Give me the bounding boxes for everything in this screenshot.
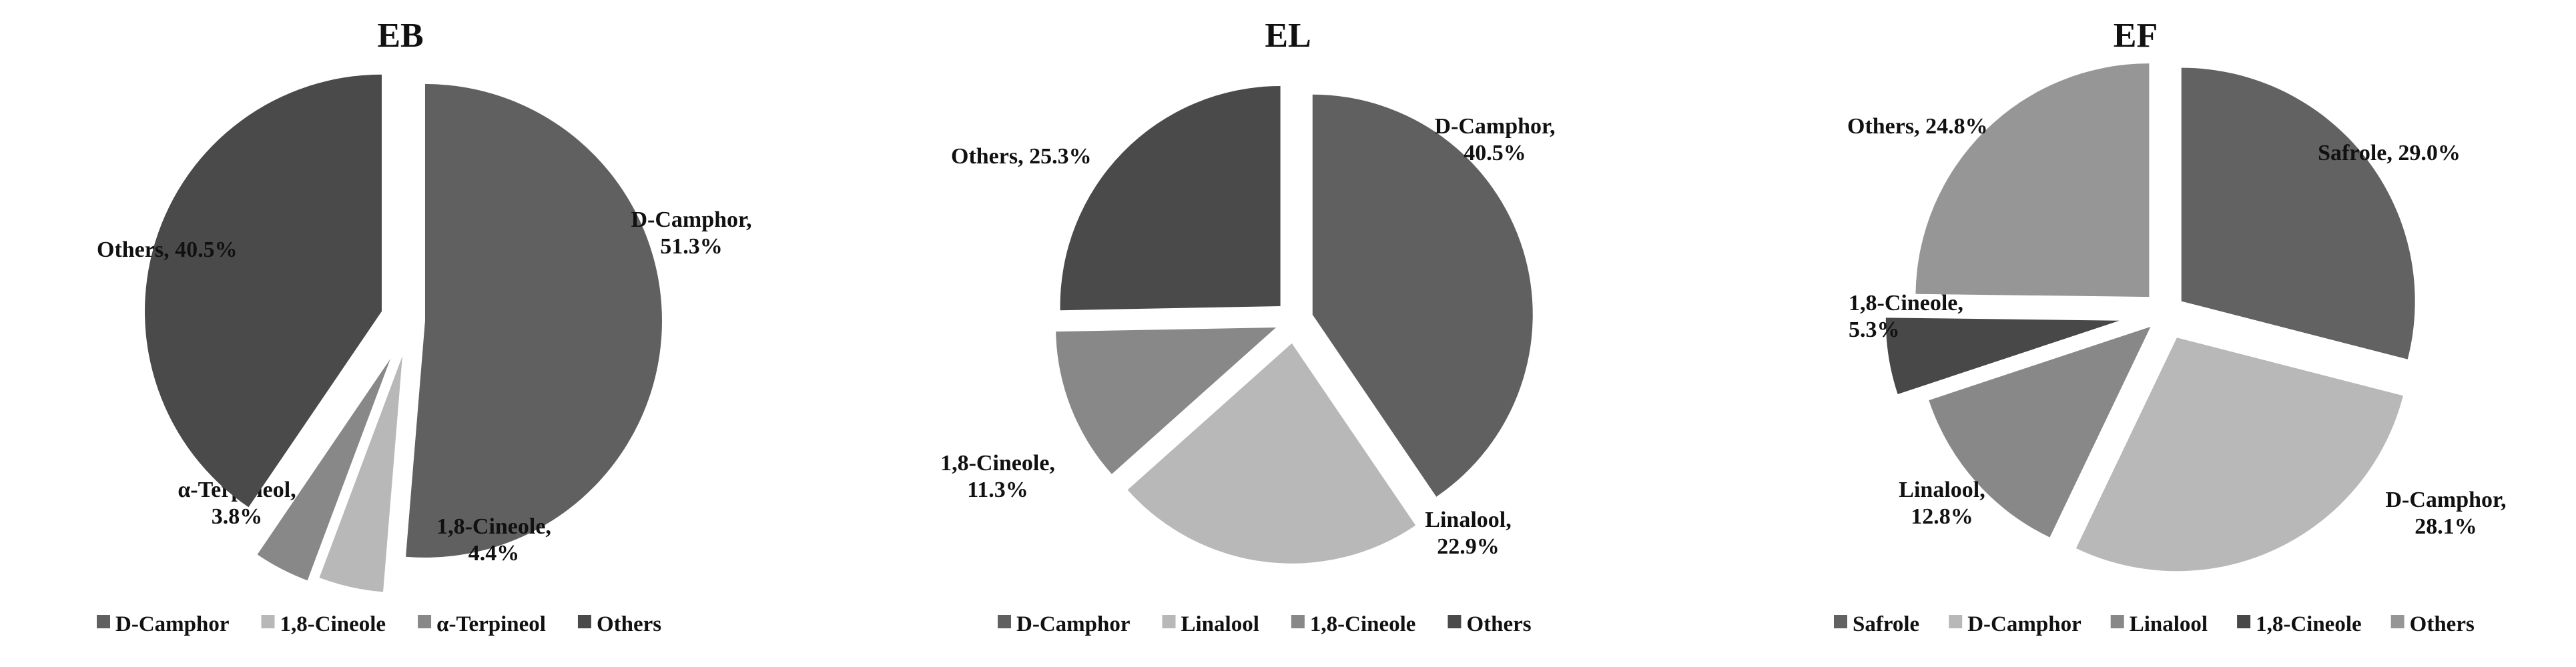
legend-swatch: [1834, 615, 1847, 628]
pie-slice-d-camphor: [406, 83, 662, 558]
legend-item-d-camphor: D-Camphor: [1949, 612, 2081, 636]
pie-slice-linalool: [1127, 343, 1416, 564]
legend-swatch: [261, 615, 275, 628]
pie-chart-el: EL D-Camphor, 40.5% Linalool, 22.9% 1,8-Cineo…: [940, 17, 1555, 636]
pie-chart-ef: EF Safrole, 29.0% D-Camphor, 28.1% Linalool,…: [1834, 17, 2507, 636]
slice-label-1-8-cineole: 1,8-Cineole, 11.3%: [940, 451, 1055, 502]
legend-label: Safrole: [1853, 612, 1919, 636]
legend: D-Camphor Linalool 1,8-Cineole Others: [998, 612, 1532, 636]
legend-swatch: [577, 615, 591, 628]
legend: D-Camphor 1,8-Cineole α-Terpineol Others: [97, 612, 661, 636]
legend-label: D-Camphor: [1967, 612, 2081, 636]
legend-item-d-camphor: D-Camphor: [97, 612, 230, 636]
legend-item-linalool: Linalool: [1162, 612, 1259, 636]
pie-slice-1-8-cineole: [319, 356, 403, 592]
slice-label-d-camphor: D-Camphor, 51.3%: [631, 207, 751, 259]
slice-label-d-camphor: D-Camphor, 40.5%: [1434, 114, 1555, 165]
slice-label-1-8-cineole: 1,8-Cineole, 4.4%: [436, 514, 551, 566]
legend-label: Others: [1466, 612, 1531, 636]
slice-label-linalool: Linalool, 22.9%: [1425, 508, 1511, 559]
legend-item-others: Others: [1447, 612, 1532, 636]
pie-slice-d-camphor: [1312, 94, 1533, 497]
slice-label-safrole: Safrole, 29.0%: [2318, 141, 2461, 165]
pie-slice-safrole: [2181, 67, 2415, 360]
legend-swatch: [1447, 615, 1462, 628]
legend-item-others: Others: [577, 612, 661, 636]
pie-slice-1-8-cineole: [1056, 327, 1277, 474]
pie-slice-1-8-cineole: [1885, 317, 2120, 394]
legend-label: Others: [2410, 612, 2475, 636]
legend: Safrole D-Camphor Linalool 1,8-Cineole Other…: [1834, 612, 2475, 636]
slice-label-1-8-cineole: 1,8-Cineole, 5.3%: [1849, 291, 1963, 342]
legend-swatch: [2237, 615, 2251, 628]
legend-item-alpha-terpineol: α-Terpineol: [418, 612, 546, 636]
chart-title: EB: [377, 17, 423, 55]
legend-label: Linalool: [1181, 612, 1259, 636]
legend-swatch: [97, 615, 110, 628]
legend-swatch: [418, 615, 432, 628]
legend-swatch: [1949, 615, 1963, 628]
legend-label: α-Terpineol: [436, 612, 546, 636]
pie-chart-eb: EB D-Camphor,51.3% 1,8-Cineole,4.4% α-Terpi…: [97, 17, 752, 636]
legend-swatch: [998, 615, 1011, 628]
legend-swatch: [1291, 615, 1305, 628]
legend-swatch: [2390, 615, 2404, 628]
legend-label: 1,8-Cineole: [280, 612, 386, 636]
legend-swatch: [2110, 615, 2124, 628]
pie-slice-others: [1060, 85, 1281, 311]
legend-label: Others: [597, 612, 661, 636]
legend-label: D-Camphor: [1016, 612, 1131, 636]
legend-item-others: Others: [2390, 612, 2475, 636]
pie-slice-d-camphor: [2075, 338, 2403, 572]
pie-slice-linalool: [1929, 326, 2151, 538]
legend-label: 1,8-Cineole: [1310, 612, 1416, 636]
chart-title: EL: [1265, 17, 1311, 55]
slice-label-linalool: Linalool, 12.8%: [1899, 478, 1985, 529]
pie-slice-others: [1915, 63, 2150, 297]
legend-label: 1,8-Cineole: [2256, 612, 2362, 636]
legend-item-linalool: Linalool: [2110, 612, 2208, 636]
legend-item-1-8-cineole: 1,8-Cineole: [2237, 612, 2362, 636]
pie-slice-alpha-terpineol: [257, 358, 391, 581]
legend-item-d-camphor: D-Camphor: [998, 612, 1131, 636]
legend-item-1-8-cineole: 1,8-Cineole: [261, 612, 386, 636]
chart-title: EF: [2114, 17, 2158, 55]
slice-label-others: Others, 40.5%: [97, 237, 238, 262]
legend-label: D-Camphor: [115, 612, 230, 636]
slice-label-d-camphor: D-Camphor, 28.1%: [2385, 488, 2506, 539]
slice-label-others: Others, 24.8%: [1847, 114, 1988, 139]
legend-item-1-8-cineole: 1,8-Cineole: [1291, 612, 1416, 636]
slice-label-others: Others, 25.3%: [951, 144, 1092, 169]
legend-item-safrole: Safrole: [1834, 612, 1919, 636]
legend-swatch: [1162, 615, 1176, 628]
legend-label: Linalool: [2130, 612, 2208, 636]
pie-slice-others: [144, 74, 382, 508]
